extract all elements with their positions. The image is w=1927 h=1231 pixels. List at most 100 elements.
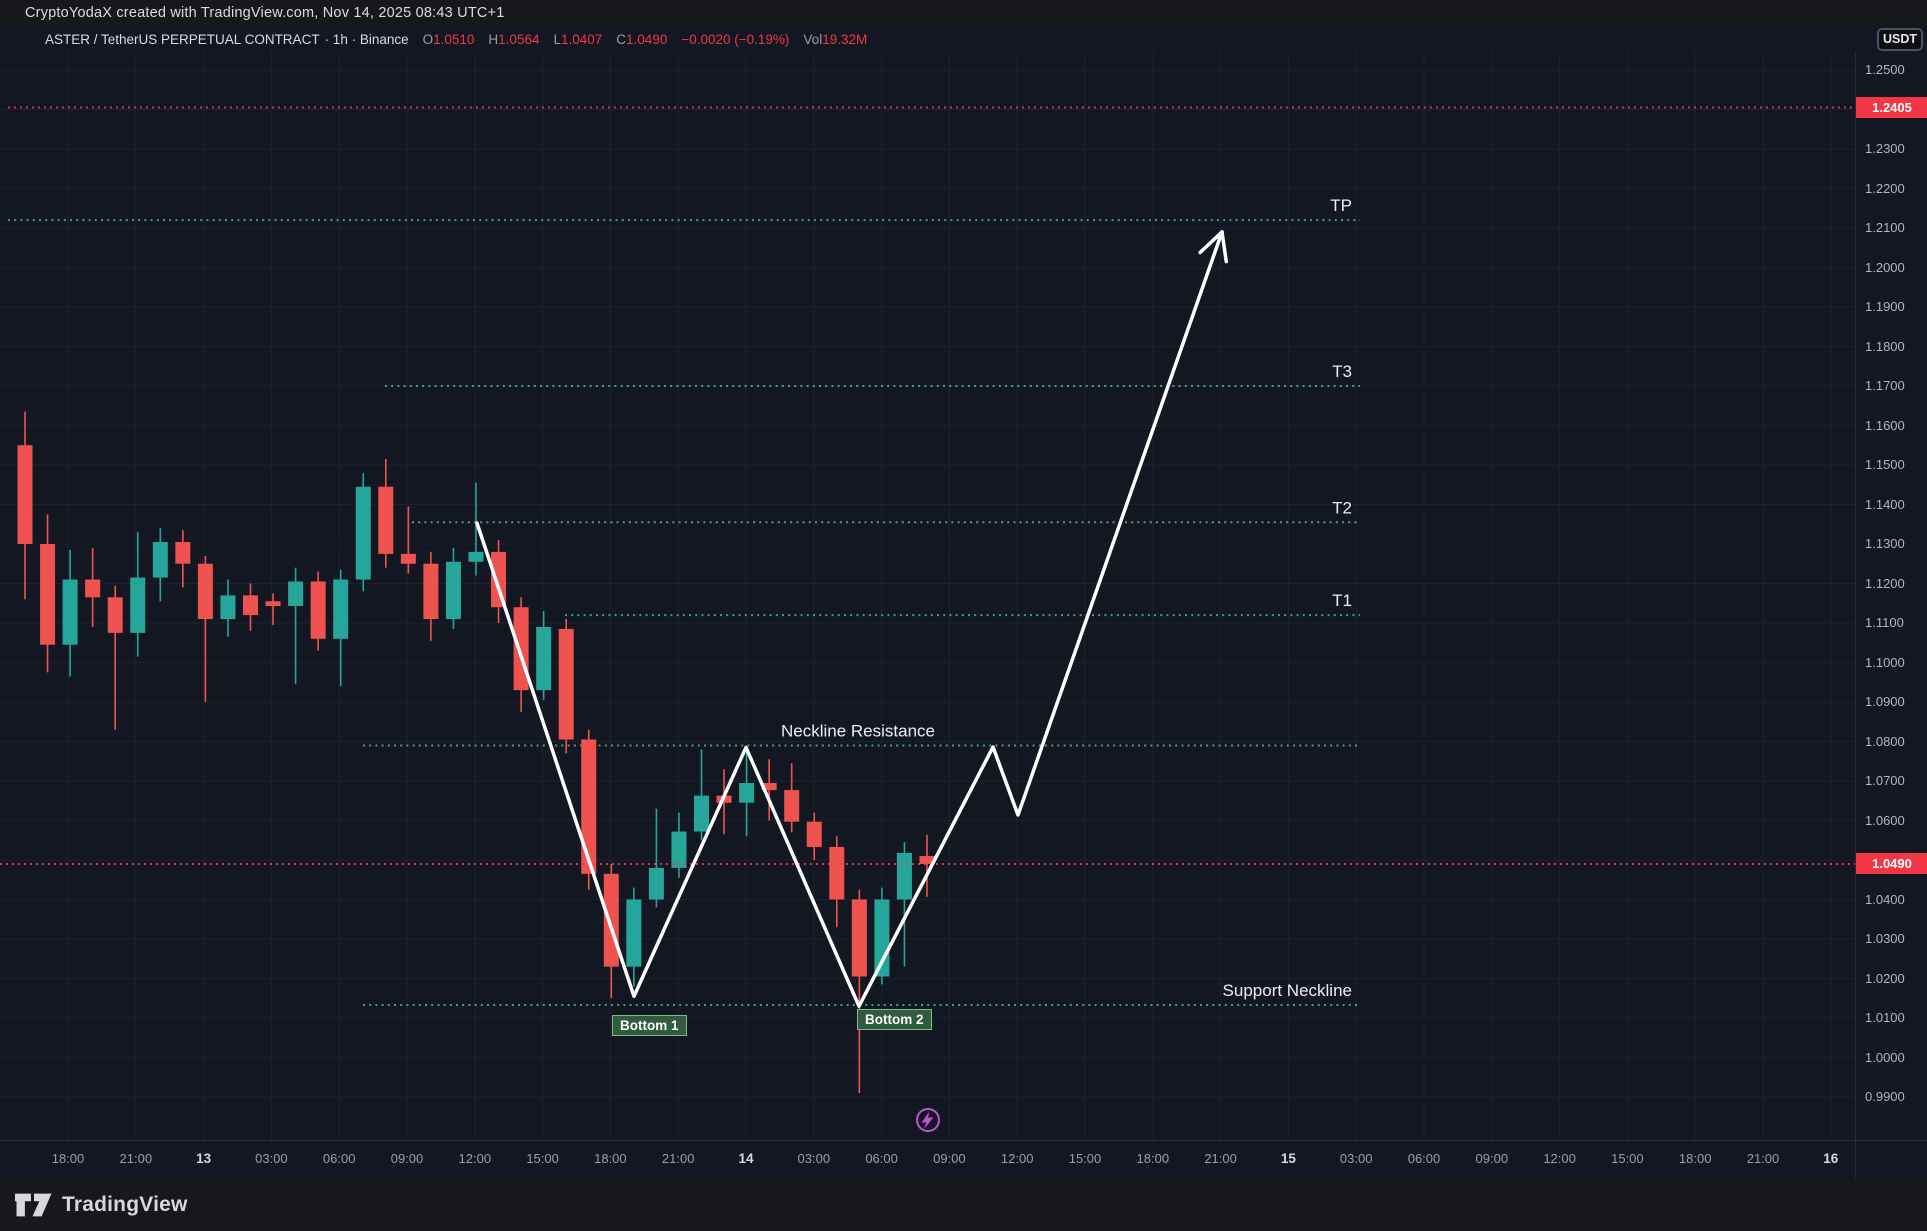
- candle: [400, 506, 416, 574]
- time-tick: 03:00: [1339, 1151, 1373, 1166]
- projection-zigzag[interactable]: [475, 230, 1229, 1008]
- time-tick: 15:00: [1611, 1151, 1644, 1166]
- candle: [626, 887, 642, 987]
- time-tick: 12:00: [1543, 1151, 1576, 1166]
- candle: [445, 547, 461, 629]
- ohlc-high: H1.0564: [488, 32, 539, 47]
- candle: [378, 459, 394, 568]
- price-tick: 1.0100: [1865, 1010, 1905, 1025]
- candle: [581, 729, 597, 890]
- candle: [694, 749, 709, 841]
- price-tick: 1.0600: [1865, 812, 1905, 828]
- candle: [62, 549, 78, 677]
- level-label-support: Support Neckline: [1223, 981, 1352, 1000]
- time-tick: 18:00: [1136, 1151, 1170, 1166]
- candle: [919, 834, 935, 897]
- price-tick: 1.1300: [1865, 536, 1905, 551]
- volume-label: Vol: [803, 31, 823, 47]
- price-axis[interactable]: 1.25001.24001.23001.22001.21001.20001.19…: [1855, 52, 1927, 1140]
- time-tick: 06:00: [865, 1151, 898, 1166]
- candle: [333, 569, 349, 687]
- candlestick-chart: TP T3 T2 T1 Neckline Resistance Support Neckl…: [0, 52, 1855, 1140]
- candle: [558, 619, 574, 754]
- price-tag-alert: 1.2405: [1856, 97, 1927, 119]
- price-tick: 1.0800: [1865, 733, 1905, 749]
- price-tick: 1.0000: [1865, 1049, 1905, 1065]
- candle: [648, 808, 664, 908]
- candles-layer: [17, 411, 935, 1094]
- price-tick: 0.9900: [1865, 1089, 1905, 1104]
- candle: [806, 812, 822, 860]
- price-tick: 1.0200: [1865, 970, 1905, 986]
- symbol-info-bar: ASTER / TetherUS PERPETUAL CONTRACT · 1h…: [0, 26, 1927, 53]
- low-value: 1.0407: [560, 31, 603, 47]
- price-tick: 1.1800: [1865, 338, 1905, 354]
- time-axis[interactable]: 18:00 21:00 13 03:00 06:00 09:00 12:00 15:00 18:…: [0, 1140, 1855, 1179]
- watermark-bar: CryptoYodaX created with TradingView.com…: [0, 0, 1927, 26]
- chart-pane[interactable]: TP T3 T2 T1 Neckline Resistance Support Neckl…: [0, 52, 1855, 1140]
- candle: [536, 611, 552, 701]
- volume-value: 19.32M: [822, 31, 868, 47]
- candle: [243, 583, 258, 631]
- ohlc-close: C1.0490: [616, 32, 667, 47]
- pattern-label-bottom-1[interactable]: Bottom 1: [612, 1015, 687, 1036]
- candle: [784, 763, 800, 833]
- candle: [829, 836, 845, 928]
- price-tick: 1.1100: [1865, 615, 1904, 630]
- candle: [491, 540, 507, 623]
- level-label-t1: T1: [1332, 591, 1352, 610]
- close-value: 1.0490: [626, 31, 668, 47]
- candle: [423, 551, 439, 641]
- time-tick: 21:00: [1204, 1151, 1237, 1166]
- open-label: O: [422, 31, 434, 47]
- candle: [130, 532, 146, 657]
- time-tick: 09:00: [1475, 1151, 1509, 1166]
- candle: [851, 889, 867, 1094]
- event-lightning-icon[interactable]: [916, 1108, 940, 1132]
- price-tick: 1.1900: [1865, 299, 1905, 314]
- time-tick: 21:00: [661, 1151, 695, 1166]
- candle: [671, 812, 687, 878]
- close-label: C: [616, 31, 627, 47]
- day-tick: 14: [738, 1151, 754, 1166]
- price-tick: 1.2300: [1865, 141, 1905, 156]
- time-tick: 18:00: [594, 1151, 627, 1166]
- candle: [152, 528, 168, 602]
- price-tick: 1.1600: [1865, 417, 1905, 433]
- volume: Vol19.32M: [803, 32, 867, 47]
- axis-corner: [1855, 1140, 1927, 1179]
- time-tick: 21:00: [119, 1151, 153, 1166]
- price-tick: 1.1700: [1865, 378, 1905, 393]
- time-tick: 18:00: [1678, 1151, 1712, 1166]
- footer-bar: TradingView: [0, 1178, 1927, 1231]
- day-tick: 13: [196, 1151, 212, 1166]
- candle: [739, 749, 755, 837]
- price-tick: 1.0300: [1865, 931, 1905, 946]
- price-tick: 1.1200: [1865, 575, 1905, 591]
- time-tick: 06:00: [1407, 1151, 1441, 1166]
- candle: [107, 585, 123, 730]
- candle: [761, 759, 777, 821]
- tradingview-logo-icon: [15, 1193, 52, 1216]
- quote-currency-button[interactable]: USDT: [1877, 27, 1923, 51]
- price-tick: 1.2000: [1865, 259, 1905, 275]
- level-label-neckline: Neckline Resistance: [781, 721, 935, 740]
- level-label-t3: T3: [1332, 362, 1352, 381]
- symbol-interval-exchange[interactable]: · 1h · Binance: [324, 31, 409, 47]
- high-label: H: [488, 31, 499, 47]
- symbol-title[interactable]: ASTER / TetherUS PERPETUAL CONTRACT: [45, 31, 320, 47]
- price-tick: 1.2500: [1865, 62, 1905, 77]
- high-value: 1.0564: [498, 31, 540, 47]
- time-tick: 03:00: [255, 1151, 288, 1166]
- candle: [40, 514, 56, 673]
- ohlc-low: L1.0407: [553, 32, 602, 47]
- time-tick: 18:00: [51, 1151, 85, 1166]
- tradingview-logo-text: TradingView: [62, 1192, 188, 1216]
- price-tick: 1.0700: [1865, 773, 1905, 788]
- price-tick: 1.2100: [1865, 220, 1905, 235]
- time-tick: 21:00: [1746, 1151, 1780, 1166]
- pattern-label-bottom-2[interactable]: Bottom 2: [857, 1009, 932, 1030]
- tradingview-logo[interactable]: TradingView: [15, 1190, 188, 1220]
- candle: [85, 547, 101, 627]
- price-tick: 1.0400: [1865, 891, 1905, 907]
